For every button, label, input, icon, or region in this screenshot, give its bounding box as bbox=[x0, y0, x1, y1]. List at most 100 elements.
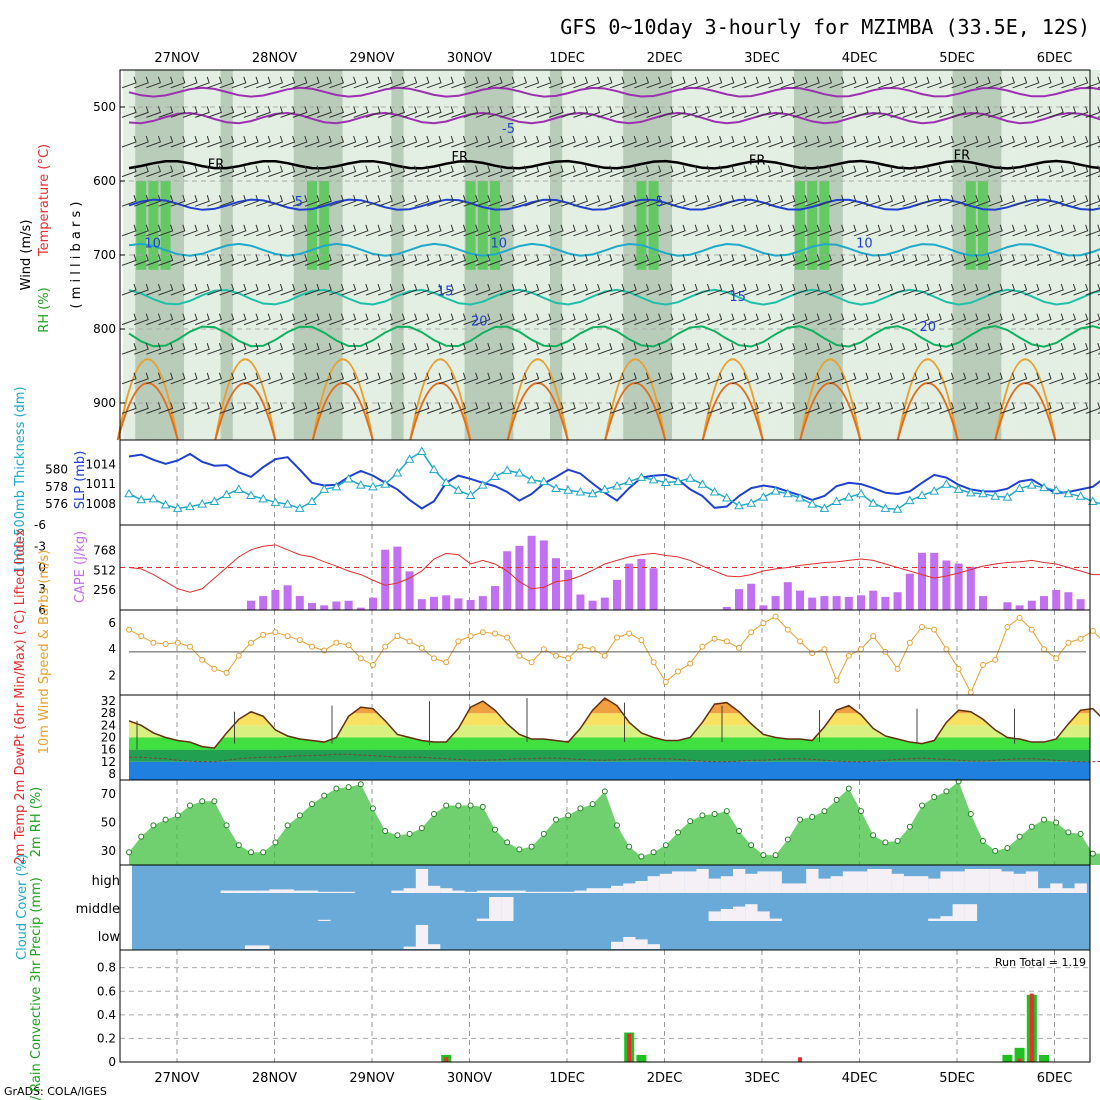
wind-barb bbox=[1000, 106, 1016, 118]
boundary-layer-contour bbox=[701, 358, 764, 441]
cape-bar bbox=[918, 552, 926, 610]
cloud-high-bar bbox=[464, 891, 477, 893]
rh-point bbox=[455, 802, 462, 809]
wind-barb bbox=[487, 106, 503, 118]
wind-barb bbox=[353, 283, 369, 296]
thickness-point bbox=[746, 498, 757, 507]
rh-point bbox=[662, 842, 669, 849]
wind-barb bbox=[414, 254, 430, 266]
wind-barb bbox=[963, 283, 979, 296]
rh-point bbox=[357, 781, 364, 788]
wind-barb bbox=[1073, 165, 1089, 178]
wind-speed-point bbox=[870, 633, 877, 640]
cloud-high-bar bbox=[220, 890, 233, 893]
wind-barb bbox=[878, 224, 894, 237]
wind-barb bbox=[561, 165, 576, 178]
wind-barb bbox=[378, 165, 393, 178]
wind-barb bbox=[317, 76, 332, 89]
thickness-point bbox=[721, 493, 732, 502]
wind-barb bbox=[390, 402, 406, 414]
li-tick: 0 bbox=[38, 561, 46, 575]
date-label-top: 2DEC bbox=[647, 51, 683, 66]
cloud-high-bar bbox=[1050, 883, 1063, 893]
wind-barb bbox=[231, 76, 247, 89]
wind-barb bbox=[536, 224, 552, 237]
wind-barb bbox=[829, 224, 845, 237]
wind-barb bbox=[548, 254, 564, 266]
slp-tick: 1008 bbox=[85, 497, 116, 511]
wind-barb bbox=[975, 283, 991, 296]
wind-barb bbox=[609, 343, 625, 355]
thickness-point bbox=[624, 476, 635, 486]
date-label-top: 27NOV bbox=[154, 51, 199, 66]
wind-barb bbox=[646, 283, 662, 296]
thickness-point bbox=[868, 498, 879, 507]
boundary-layer-contour bbox=[799, 382, 862, 441]
wind-barb bbox=[829, 165, 845, 178]
wind-speed-point bbox=[845, 652, 852, 659]
contour-label: 20 bbox=[919, 320, 936, 335]
wind-barb bbox=[317, 106, 332, 118]
wind-barb bbox=[817, 313, 833, 326]
wind-speed-point bbox=[467, 633, 474, 640]
wind-barb bbox=[451, 106, 467, 118]
cape-bar bbox=[1076, 599, 1085, 610]
wind-barb bbox=[536, 313, 552, 326]
wind-speed-point bbox=[992, 656, 999, 663]
date-label-top: 30NOV bbox=[447, 51, 492, 66]
wind-barb bbox=[744, 135, 759, 148]
cape-bar bbox=[783, 582, 792, 610]
wind-barb bbox=[1049, 135, 1064, 148]
wind-barb bbox=[512, 195, 528, 207]
rh-point bbox=[736, 828, 742, 834]
panel-1-bg bbox=[120, 440, 1090, 525]
wind-barb bbox=[402, 195, 418, 207]
wind-barb bbox=[585, 283, 601, 296]
wind-barb bbox=[548, 343, 564, 355]
wind-barb bbox=[780, 254, 796, 266]
wind-barb bbox=[756, 402, 772, 414]
slp-tick: 1014 bbox=[85, 457, 116, 471]
wind-barb bbox=[1024, 343, 1040, 355]
wind-barb bbox=[182, 135, 198, 148]
wind-barb bbox=[231, 283, 247, 296]
wind-barb bbox=[134, 402, 149, 414]
li-series bbox=[128, 544, 1100, 593]
wind-barb bbox=[817, 254, 833, 266]
wind-barb bbox=[1012, 195, 1028, 207]
wind-barb bbox=[988, 165, 1003, 178]
precip-tick: 0.6 bbox=[97, 984, 116, 998]
precip-tick: 0 bbox=[108, 1055, 116, 1069]
wind-barb bbox=[988, 313, 1003, 326]
wind-barb bbox=[683, 195, 698, 207]
wind-barb bbox=[1012, 313, 1028, 326]
thickness-point bbox=[197, 499, 208, 508]
thickness-point bbox=[795, 493, 805, 502]
wind-barb bbox=[695, 402, 711, 414]
wind-barb bbox=[280, 195, 296, 207]
wind-barb bbox=[768, 343, 784, 355]
cape-bar bbox=[613, 579, 621, 610]
rh-point bbox=[833, 796, 840, 803]
wind-barb bbox=[170, 283, 186, 296]
wind-barb bbox=[512, 313, 528, 326]
rh-point bbox=[467, 802, 474, 809]
wind-barb bbox=[317, 283, 332, 296]
wind-speed-point bbox=[919, 624, 925, 630]
boundary-layer-contour bbox=[799, 358, 862, 441]
wind-barb bbox=[414, 343, 430, 355]
wind-barb bbox=[622, 106, 637, 118]
wind-barb bbox=[365, 135, 381, 148]
wind-barb bbox=[182, 76, 198, 89]
wind-barb bbox=[219, 372, 235, 385]
wind-barb bbox=[646, 254, 662, 266]
wind-barb bbox=[1049, 224, 1064, 237]
run-total: Run Total = 1.19 bbox=[995, 956, 1086, 969]
cape-bar bbox=[893, 592, 902, 610]
cloud-high-bar bbox=[440, 888, 453, 893]
wind-barb bbox=[951, 106, 967, 118]
wind-barb bbox=[768, 76, 784, 89]
wind-barb bbox=[292, 135, 308, 148]
wind-barb bbox=[719, 224, 735, 237]
wind-speed-point bbox=[833, 677, 840, 684]
